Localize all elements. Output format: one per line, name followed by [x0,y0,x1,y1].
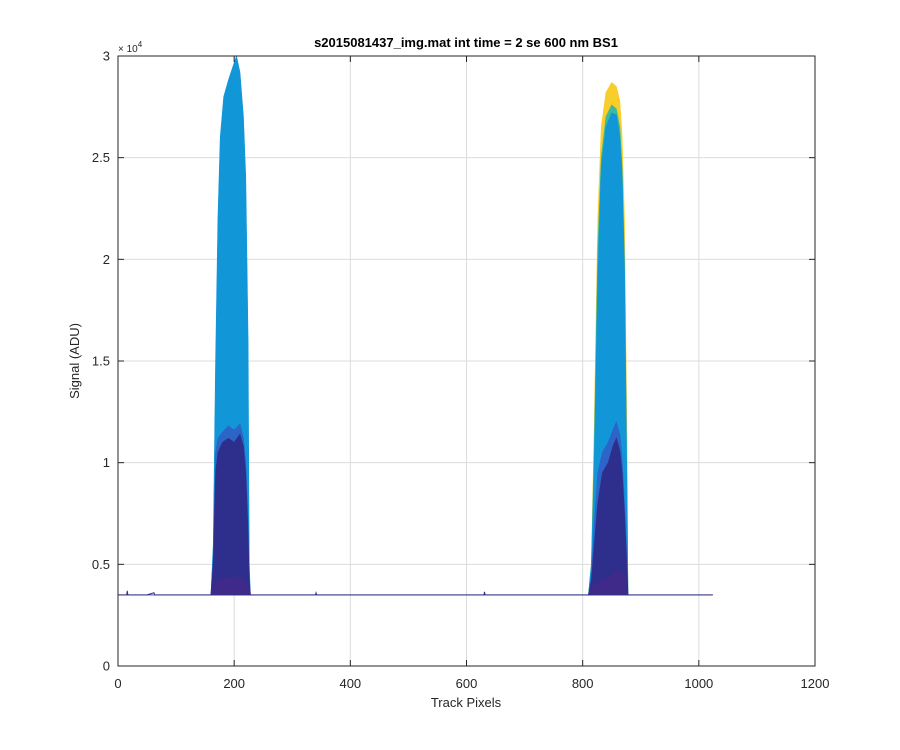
x-axis-label: Track Pixels [431,695,502,710]
y-tick-label: 0.5 [92,557,110,572]
baseline-signal-line [118,590,713,596]
x-tick-label: 800 [572,676,594,691]
y-tick-label: 1.5 [92,354,110,369]
y-tick-label: 2.5 [92,150,110,165]
chart-title: s2015081437_img.mat int time = 2 se 600 … [314,35,618,50]
y-axis-label: Signal (ADU) [67,323,82,399]
series-layer [118,54,713,596]
x-tick-label: 1000 [684,676,713,691]
x-tick-label: 0 [114,676,121,691]
x-tick-label: 1200 [801,676,830,691]
y-tick-label: 2 [103,252,110,267]
x-tick-label: 200 [223,676,245,691]
y-axis-exponent: × 104 [118,40,143,55]
y-tick-label: 1 [103,455,110,470]
y-tick-label: 3 [103,49,110,64]
x-tick-label: 600 [456,676,478,691]
ticks: 0 200 400 600 800 1000 1200 0 0.5 1 1.5 2 2.5 3 [92,49,830,692]
x-tick-label: 400 [339,676,361,691]
y-tick-label: 0 [103,659,110,674]
